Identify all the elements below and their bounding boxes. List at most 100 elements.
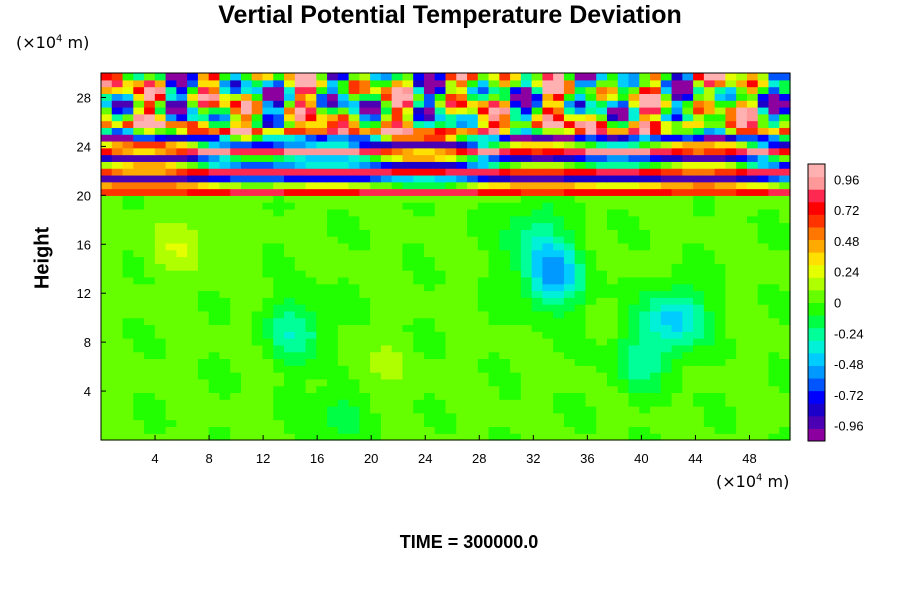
heatmap-cell (380, 229, 393, 237)
heatmap-cell (671, 236, 683, 244)
heatmap-cell (779, 426, 791, 434)
heatmap-cell (456, 358, 468, 366)
heatmap-cell (467, 358, 479, 366)
heatmap-cell (467, 419, 479, 428)
heatmap-cell (370, 229, 382, 237)
heatmap-cell (768, 426, 780, 434)
heatmap-cell (456, 236, 468, 244)
heatmap-cell (240, 242, 253, 251)
heatmap-cell (553, 73, 565, 81)
heatmap-cell (348, 378, 360, 387)
heatmap-cell (187, 426, 199, 434)
heatmap-cell (316, 338, 328, 346)
heatmap-cell (757, 93, 770, 101)
heatmap-cell (467, 378, 479, 387)
heatmap-cell (596, 358, 608, 366)
heatmap-cell (510, 317, 522, 326)
heatmap-cell (499, 79, 511, 88)
heatmap-cell (273, 297, 285, 305)
heatmap-cell (176, 147, 188, 156)
heatmap-cell (628, 134, 640, 142)
heatmap-cell (574, 174, 587, 183)
heatmap-cell (703, 358, 716, 366)
heatmap-cell (176, 168, 188, 176)
heatmap-cell (542, 310, 554, 319)
heatmap-cell (133, 283, 145, 292)
heatmap-cell (380, 202, 393, 210)
heatmap-cell (208, 344, 221, 353)
heatmap-cell (111, 195, 124, 203)
heatmap-cell (585, 154, 597, 162)
heatmap-cell (639, 127, 651, 135)
heatmap-cell (122, 419, 134, 428)
heatmap-cell (639, 93, 651, 101)
heatmap-cell (574, 208, 587, 217)
heatmap-cell (434, 202, 447, 210)
heatmap-cell (165, 181, 177, 190)
heatmap-cell (520, 331, 533, 339)
colorbar-segment (808, 189, 825, 203)
heatmap-cell (111, 113, 124, 122)
heatmap-cell (553, 426, 565, 434)
heatmap-cell (122, 365, 134, 373)
heatmap-cell (423, 399, 436, 407)
heatmap-cell (380, 147, 393, 156)
heatmap-cell (251, 378, 264, 387)
heatmap-cell (240, 73, 253, 81)
heatmap-cell (262, 256, 274, 264)
heatmap-cell (725, 406, 737, 414)
heatmap-cell (596, 106, 608, 115)
heatmap-cell (585, 106, 597, 115)
heatmap-cell (703, 140, 716, 149)
heatmap-cell (402, 147, 414, 156)
heatmap-cell (456, 385, 468, 394)
heatmap-cell (757, 317, 770, 326)
heatmap-cell (197, 256, 210, 264)
heatmap-cell (563, 229, 576, 237)
heatmap-cell (251, 229, 264, 237)
heatmap-cell (154, 433, 167, 441)
heatmap-cell (531, 412, 543, 421)
heatmap-cell (477, 399, 490, 407)
heatmap-cell (725, 168, 737, 176)
heatmap-cell (316, 283, 328, 292)
heatmap-cell (101, 100, 113, 108)
heatmap-cell (574, 79, 587, 88)
heatmap-cell (725, 317, 737, 326)
heatmap-cell (596, 351, 608, 360)
heatmap-cell (165, 385, 177, 394)
heatmap-cell (617, 93, 630, 101)
heatmap-cell (327, 256, 339, 264)
heatmap-cell (348, 202, 360, 210)
heatmap-cell (585, 215, 597, 224)
heatmap-cell (165, 392, 177, 400)
heatmap-cell (768, 338, 780, 346)
heatmap-cell (165, 127, 177, 135)
heatmap-cell (391, 263, 404, 271)
heatmap-cell (208, 297, 221, 305)
colorbar-segment (808, 176, 825, 190)
heatmap-cell (413, 134, 425, 142)
heatmap-cell (779, 324, 791, 332)
heatmap-cell (101, 263, 113, 271)
heatmap-cell (284, 127, 296, 135)
heatmap-cell (553, 140, 565, 149)
y-tick-label: 16 (77, 237, 91, 252)
heatmap-cell (467, 406, 479, 414)
heatmap-cell (639, 433, 651, 441)
heatmap-cell (348, 222, 360, 230)
heatmap-cell (746, 304, 759, 312)
heatmap-cell (434, 168, 447, 176)
heatmap-cell (768, 399, 780, 407)
heatmap-cell (284, 202, 296, 210)
heatmap-cell (510, 222, 522, 230)
heatmap-cell (240, 406, 253, 414)
heatmap-cell (230, 310, 242, 319)
heatmap-cell (197, 93, 210, 101)
heatmap-cell (305, 344, 317, 353)
heatmap-cell (703, 181, 716, 190)
heatmap-cell (316, 202, 328, 210)
heatmap-cell (467, 344, 479, 353)
heatmap-cell (230, 406, 242, 414)
heatmap-cell (230, 276, 242, 285)
